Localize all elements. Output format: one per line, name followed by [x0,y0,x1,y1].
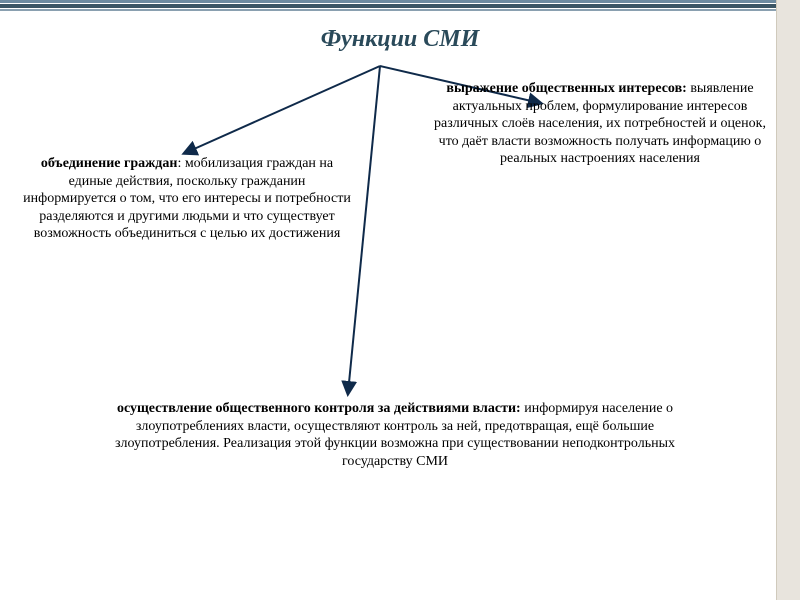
diagram-title: Функции СМИ [321,26,480,53]
function-block-public-interests: выражение общественных интересов: выявле… [430,80,770,168]
block-heading: объединение граждан [41,156,178,171]
function-block-unite-citizens: объединение граждан: мобилизация граждан… [22,155,352,243]
function-block-public-control: осуществление общественного контроля за … [100,400,690,470]
block-heading: осуществление общественного контроля за … [117,401,521,416]
block-heading: выражение общественных интересов: [446,81,686,96]
right-decorative-panel [776,0,800,600]
top-decorative-border [0,0,800,14]
